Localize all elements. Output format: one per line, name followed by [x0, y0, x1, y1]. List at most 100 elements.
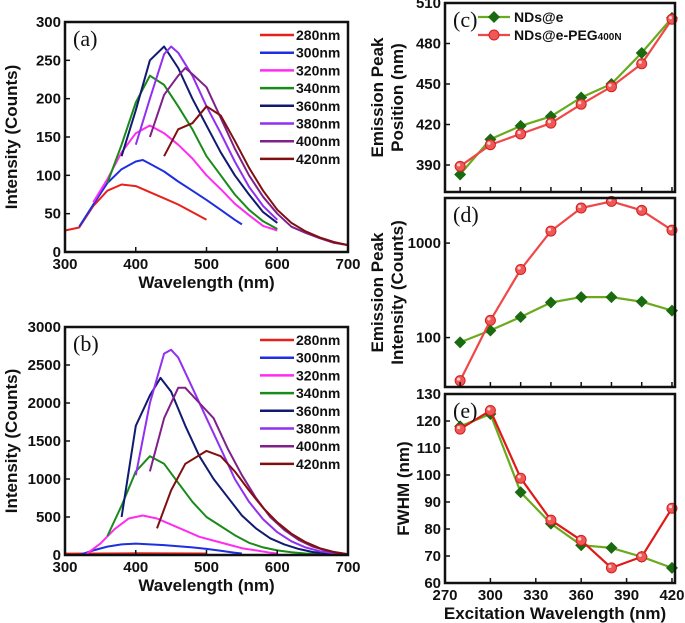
data-point — [605, 291, 618, 304]
legend-label-text: NDs@e-PEG — [514, 27, 598, 43]
x-tick-label: 270 — [432, 587, 457, 604]
series-line — [106, 455, 320, 556]
data-point — [454, 336, 467, 349]
legend-label: 300nm — [296, 45, 340, 61]
x-tick-label: 700 — [335, 559, 360, 576]
y-tick-label: 150 — [36, 129, 61, 146]
legend: NDs@e NDs@e-PEG400N — [478, 9, 622, 43]
legend-label: 400nm — [296, 133, 340, 149]
series-line — [459, 412, 673, 569]
y-tick-label: 100 — [416, 330, 441, 347]
data-point — [454, 168, 467, 181]
data-point — [575, 534, 587, 546]
y-tick-label: 3000 — [28, 319, 61, 336]
y-tick-label: 60 — [424, 575, 441, 592]
y-tick-label: 250 — [36, 52, 61, 69]
series-line — [148, 386, 349, 556]
x-axis-label: Wavelength (nm) — [138, 576, 274, 595]
data-point-highlight — [578, 537, 582, 541]
legend-label: 340nm — [296, 385, 340, 401]
series-line — [163, 105, 349, 247]
y-tick-label: 1500 — [28, 433, 61, 450]
legend-label: 320nm — [296, 62, 340, 78]
legend-marker — [488, 11, 500, 23]
data-point-highlight — [547, 516, 552, 521]
y-tick-label: 300 — [36, 14, 61, 31]
series-line — [134, 45, 278, 221]
legend-marker — [488, 29, 500, 41]
legend-label: 420nm — [296, 151, 340, 167]
data-point — [454, 423, 466, 435]
data-point-highlight — [517, 266, 521, 270]
data-point — [545, 225, 557, 237]
x-tick-label: 390 — [614, 587, 639, 604]
data-point — [515, 128, 527, 140]
data-point-highlight — [457, 163, 461, 167]
y-tick-label: 2500 — [28, 357, 61, 374]
data-point-highlight — [517, 475, 521, 479]
legend-label-subscript: 400N — [598, 32, 622, 43]
data-point-highlight — [608, 83, 612, 87]
legend-label: 300nm — [296, 350, 340, 366]
x-tick-label: 300 — [52, 256, 77, 273]
data-point — [484, 314, 496, 326]
y-tick-label: 510 — [416, 0, 441, 12]
legend-label: 420nm — [296, 456, 340, 472]
y-tick-label: 500 — [36, 509, 61, 526]
y-tick-label: 420 — [416, 117, 441, 134]
series-line — [156, 449, 349, 556]
data-point — [605, 562, 617, 574]
panel-b: 300 400 500 600 700 0 500 1000 1500 2000 2500 3000 (… — [2, 319, 361, 595]
y-tick-label: 2000 — [28, 395, 61, 412]
data-point-highlight — [457, 426, 461, 430]
y-tick-label: 450 — [416, 76, 441, 93]
series-line — [78, 542, 243, 556]
data-point — [575, 98, 587, 110]
legend-label: 400nm — [296, 438, 340, 454]
data-point-highlight — [638, 553, 642, 557]
data-point — [636, 551, 648, 563]
data-point-highlight — [457, 377, 461, 381]
series-line — [106, 74, 278, 230]
data-point — [545, 117, 557, 129]
data-point — [635, 46, 648, 59]
data-point-highlight — [638, 60, 642, 64]
x-axis-label: Excitation Wavelength (nm) — [444, 604, 666, 623]
plot-frame — [443, 196, 677, 389]
data-point-highlight — [547, 120, 552, 124]
x-tick-label: 400 — [123, 256, 148, 273]
panel-label: (e) — [453, 398, 477, 423]
y-tick-label: 1000 — [28, 471, 61, 488]
x-tick-label: 300 — [478, 587, 503, 604]
panel-label: (a) — [73, 26, 97, 51]
legend-label: NDs@e — [514, 9, 564, 25]
y-tick-label: 70 — [424, 548, 441, 565]
y-tick-label: 120 — [416, 413, 441, 430]
y-tick-label: 80 — [424, 521, 441, 538]
x-axis-label: Wavelength (nm) — [138, 273, 274, 292]
data-point — [605, 541, 618, 554]
data-point-highlight — [487, 407, 491, 411]
data-point-highlight — [668, 16, 673, 20]
series-line — [459, 200, 673, 382]
series-line — [78, 159, 243, 228]
data-point — [575, 202, 587, 214]
plot-frame — [443, 1, 677, 194]
data-point — [514, 486, 527, 499]
y-axis-label: Position (nm) — [388, 43, 407, 152]
y-axis-label: Emission Peak — [368, 232, 387, 353]
y-axis-label: FWHM (nm) — [394, 441, 413, 535]
data-point — [514, 311, 527, 324]
legend-label: 360nm — [296, 403, 340, 419]
y-tick-label: 480 — [416, 36, 441, 53]
legend-label: 340nm — [296, 80, 340, 96]
data-point-highlight — [578, 204, 582, 209]
panel-e: 270 300 330 360 390 420 60 70 80 90 100 110 120 130 (e… — [394, 386, 684, 623]
data-point — [635, 295, 648, 308]
data-point — [636, 204, 648, 216]
legend-label: 380nm — [296, 116, 340, 132]
data-point — [515, 264, 527, 276]
y-tick-label: 100 — [36, 167, 61, 184]
